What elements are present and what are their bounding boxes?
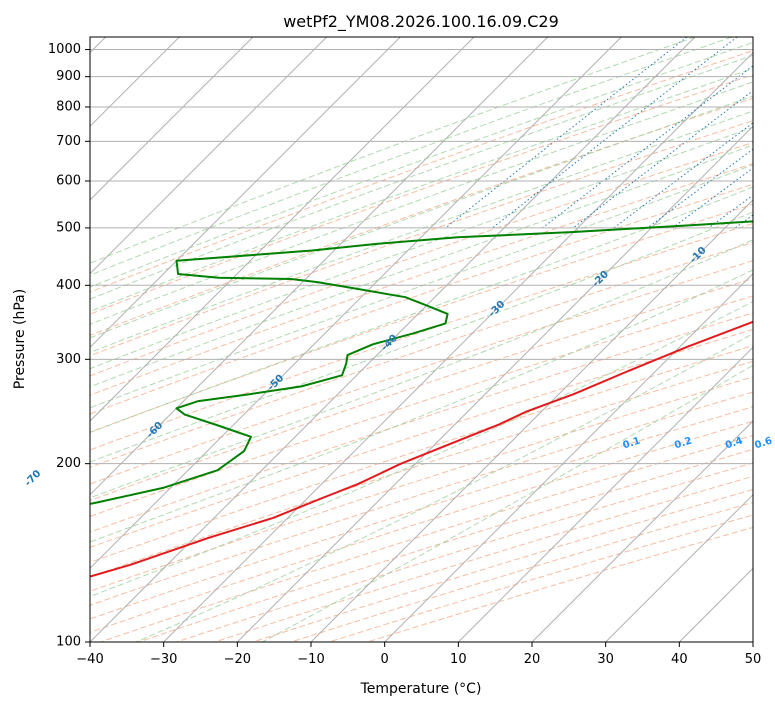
mixing-ratio-label: 0.2 (673, 435, 693, 451)
x-axis-label: Temperature (°C) (360, 681, 482, 697)
y-tick-label: 500 (56, 220, 81, 235)
dry-adiabat (252, 488, 753, 642)
mixing-ratio-label: 0.1 (622, 435, 642, 451)
y-tick-label: 300 (56, 352, 81, 367)
moist-adiabat (90, 300, 753, 597)
isotherm-line (163, 51, 753, 642)
moist-adiabat (90, 81, 753, 325)
isotherm-line (384, 272, 753, 642)
isotherm-line (605, 493, 753, 642)
dry-adiabat (138, 448, 753, 642)
mixing-ratio-line (672, 167, 753, 229)
mixing-ratio-label: 0.6 (753, 435, 773, 451)
mixing-ratio-line (542, 65, 753, 229)
dry-adiabat (176, 462, 753, 642)
y-tick-label: 700 (56, 134, 81, 149)
dry-adiabat (90, 222, 753, 451)
moist-adiabat (90, 110, 753, 354)
y-tick-label: 800 (56, 99, 81, 114)
dry-adiabat (90, 277, 753, 502)
moist-adiabat (90, 95, 753, 339)
x-tick-label: −10 (297, 652, 324, 667)
moist-adiabat (90, 67, 753, 313)
temperature-profile-line (90, 320, 753, 578)
x-tick-label: 40 (671, 652, 688, 667)
y-tick-label: 400 (56, 278, 81, 293)
mixing-ratio-label: 0.4 (724, 435, 744, 451)
isotherm-line (310, 199, 753, 642)
dewpoint-profile-line (90, 220, 753, 505)
x-tick-label: 10 (450, 652, 467, 667)
moist-adiabat (90, 37, 696, 264)
dry-adiabat (90, 328, 753, 548)
y-tick-label: 100 (56, 635, 81, 650)
isotherm-line (90, 37, 328, 275)
isotherm-line (457, 346, 753, 642)
moist-adiabat (90, 126, 753, 370)
dry-adiabat (90, 50, 753, 293)
mixing-ratio-line (572, 90, 753, 229)
x-tick-label: 50 (745, 652, 762, 667)
moist-adiabat (90, 164, 753, 409)
y-axis-ticks: 100 200 300 400 500 600 700 800 900 1000 (48, 42, 90, 650)
isotherm-line (90, 37, 549, 496)
y-tick-label: 900 (56, 69, 81, 84)
dry-adiabat (90, 312, 753, 533)
sounding-lines (90, 220, 753, 578)
y-axis-label: Pressure (hPa) (12, 289, 28, 389)
x-tick-label: 30 (597, 652, 614, 667)
isotherm-line (90, 37, 622, 570)
x-tick-label: 20 (524, 652, 541, 667)
moist-adiabat (90, 186, 753, 434)
plot-frame (89, 36, 754, 643)
dry-adiabat (90, 360, 753, 578)
x-tick-label: −30 (150, 652, 177, 667)
isotherm-line (531, 420, 753, 642)
dry-adiabat (90, 163, 753, 396)
dry-adiabat (328, 514, 753, 642)
dry-adiabat (90, 141, 753, 377)
x-tick-label: 0 (381, 652, 389, 667)
x-axis-ticks: −40 −30 −20 −10 0 10 20 30 40 50 (76, 642, 761, 667)
moist-adiabat (90, 37, 732, 276)
moist-adiabat (262, 364, 753, 642)
dry-adiabat (90, 74, 753, 315)
x-tick-label: −40 (76, 652, 103, 667)
moist-adiabat (90, 41, 753, 288)
isotherm-line (90, 37, 475, 422)
dry-adiabat (100, 434, 753, 642)
pressure-gridlines (90, 49, 753, 643)
y-tick-label: 600 (56, 173, 81, 188)
moist-adiabat (90, 211, 753, 463)
dry-adiabat (90, 241, 753, 468)
chart-title: wetPf2_YM08.2026.100.16.09.C29 (283, 12, 559, 32)
x-tick-label: −20 (224, 652, 251, 667)
moist-adiabat (135, 333, 753, 642)
y-tick-label: 1000 (48, 42, 81, 57)
y-tick-label: 200 (56, 456, 81, 471)
dry-adiabat (90, 391, 753, 606)
isotherm-line (90, 37, 254, 201)
dry-adiabat (90, 420, 753, 633)
mixing-ratio-line (492, 37, 738, 229)
isotherm-line (90, 37, 401, 349)
isotherm-line (236, 125, 753, 642)
moist-adiabat (90, 54, 753, 300)
background-lines (90, 37, 753, 642)
